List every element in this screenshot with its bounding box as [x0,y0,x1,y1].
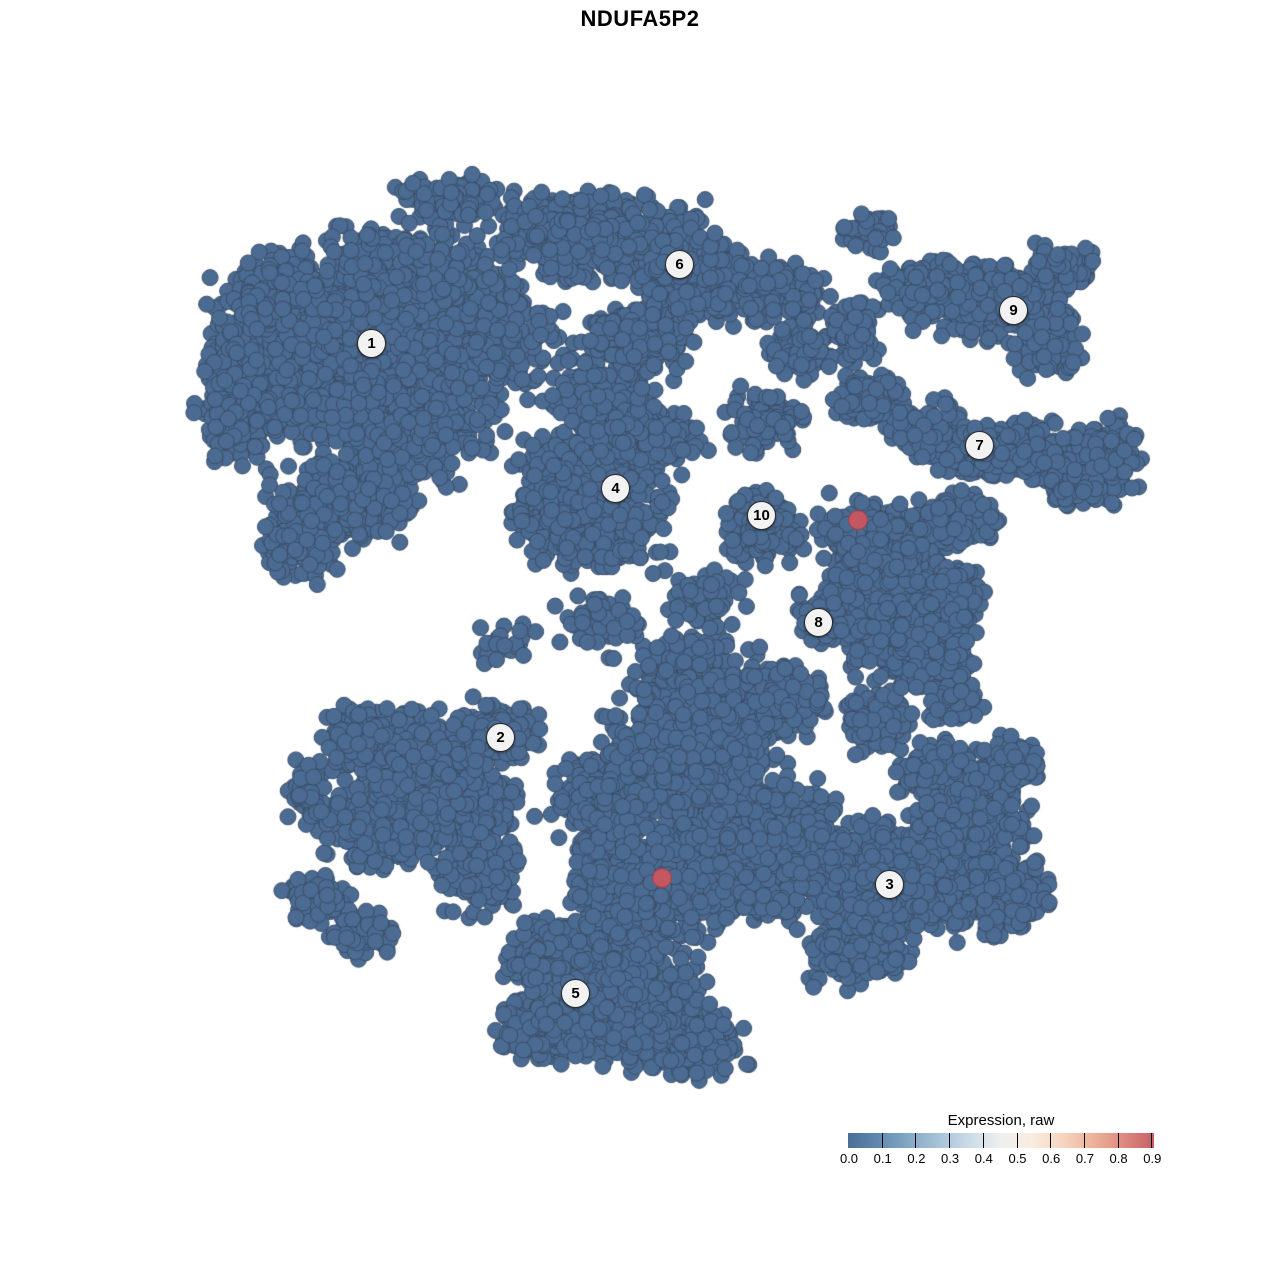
legend-tick-label: 0.2 [907,1151,926,1166]
legend-colorbar [848,1133,1154,1148]
legend-tick-mark [915,1133,917,1148]
legend-tick-label: 0.8 [1109,1151,1128,1166]
legend-tick-labels: 0.0 0.1 0.2 0.3 0.4 0.5 0.6 0.7 0.8 0.9 [840,1151,1161,1167]
legend-tick-mark [1117,1133,1119,1148]
legend-tick-label: 0.6 [1042,1151,1061,1166]
legend-tick-label: 0.5 [1008,1151,1027,1166]
legend-tick-mark [1151,1133,1153,1148]
legend-tick-mark [1016,1133,1018,1148]
legend-tick-mark [982,1133,984,1148]
expression-legend: Expression, raw 0.0 0.1 0.2 0.3 0.4 0.5 0.6 0.7… [840,1112,1161,1167]
legend-tick-label: 0.7 [1075,1151,1094,1166]
legend-tick-label: 0.3 [941,1151,960,1166]
legend-tick-mark [1083,1133,1085,1148]
legend-tick-label: 0.0 [839,1151,859,1166]
legend-tick-label: 0.9 [1143,1151,1162,1166]
legend-title: Expression, raw [947,1112,1055,1129]
legend-tick-label: 0.1 [873,1151,892,1166]
legend-tick-mark [949,1133,951,1148]
legend-tick-mark [881,1133,883,1148]
legend-tick-mark [1050,1133,1052,1148]
legend-tick-label: 0.4 [974,1151,993,1166]
